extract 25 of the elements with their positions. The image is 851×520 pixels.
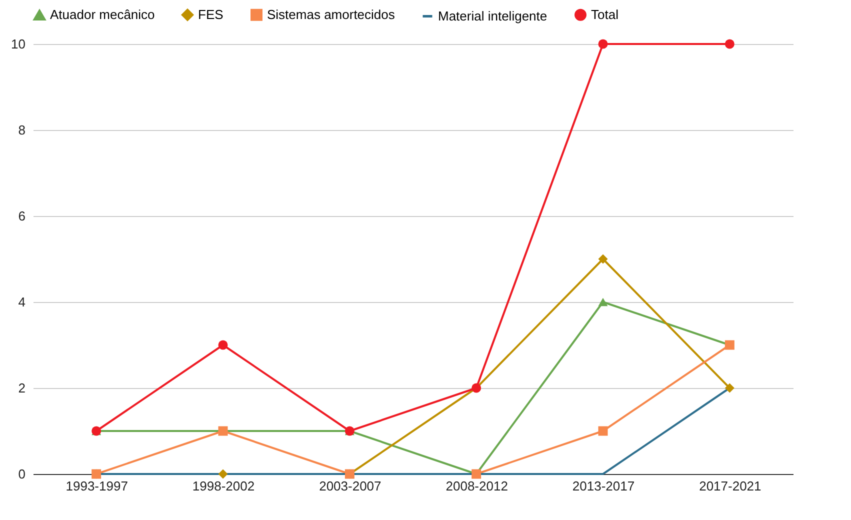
- point: [218, 340, 228, 350]
- point: [724, 383, 734, 393]
- legend-label: FES: [198, 6, 224, 22]
- x-tick-label: 1998-2002: [192, 478, 255, 494]
- x-tick-label: 2013-2017: [572, 478, 635, 494]
- legend-label: Atuador mecânico: [50, 7, 155, 22]
- y-tick-label: 10: [11, 36, 26, 52]
- point: [598, 39, 608, 49]
- point: [598, 254, 608, 264]
- y-tick-label: 0: [18, 466, 26, 482]
- legend-label: Total: [591, 6, 619, 22]
- point: [218, 469, 228, 479]
- x-tick-label: 1993-1997: [66, 478, 128, 494]
- legend-label: Sistemas amortecidos: [267, 6, 396, 22]
- y-tick-label: 4: [18, 294, 26, 310]
- point: [724, 39, 734, 49]
- point: [598, 426, 608, 436]
- x-tick-label: 2003-2007: [319, 478, 382, 494]
- point: [598, 298, 608, 306]
- legend-label: Material inteligente: [438, 8, 548, 24]
- y-tick-label: 8: [18, 122, 26, 138]
- y-tick-label: 2: [18, 380, 26, 396]
- y-tick-label: 6: [18, 208, 26, 224]
- x-tick-label: 2008-2012: [446, 478, 508, 494]
- x-tick-label: 2017-2021: [699, 478, 762, 494]
